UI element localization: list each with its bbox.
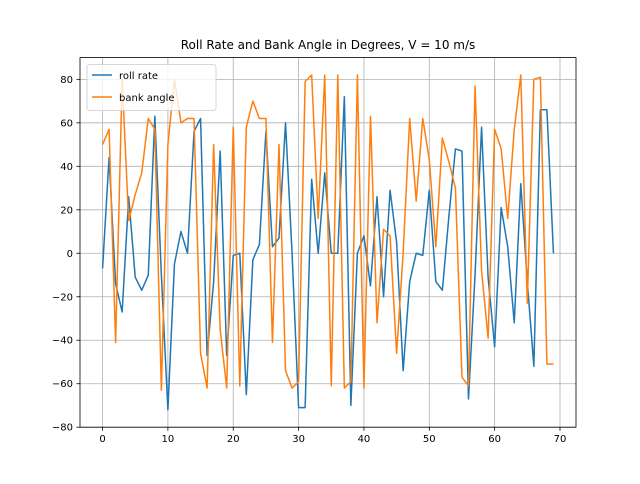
y-tick-label: 20 [60,205,73,216]
x-tick-label: 30 [292,434,305,445]
legend: roll rate bank angle [86,64,217,111]
y-tick-label: −60 [52,379,73,390]
x-tick-label: 20 [227,434,240,445]
legend-box [86,64,217,111]
y-tick-label: 40 [60,162,73,173]
ticks: 0 10 20 30 40 50 60 70 −80 −60 −40 −20 0 20 40 60 80 [52,75,566,445]
legend-label: roll rate [119,71,158,82]
chart-title: Roll Rate and Bank Angle in Degrees, V =… [181,38,476,52]
x-tick-label: 40 [358,434,371,445]
x-tick-label: 10 [162,434,175,445]
y-tick-label: −40 [52,336,73,347]
x-tick-label: 50 [423,434,436,445]
x-tick-label: 0 [99,434,105,445]
x-tick-label: 60 [488,434,501,445]
y-tick-label: −80 [52,423,73,434]
y-tick-label: 0 [67,249,73,260]
y-tick-label: 60 [60,118,73,129]
y-tick-label: −20 [52,292,73,303]
y-tick-label: 80 [60,75,73,86]
legend-label: bank angle [119,93,175,104]
plot-frame [79,57,577,428]
x-tick-label: 70 [554,434,567,445]
